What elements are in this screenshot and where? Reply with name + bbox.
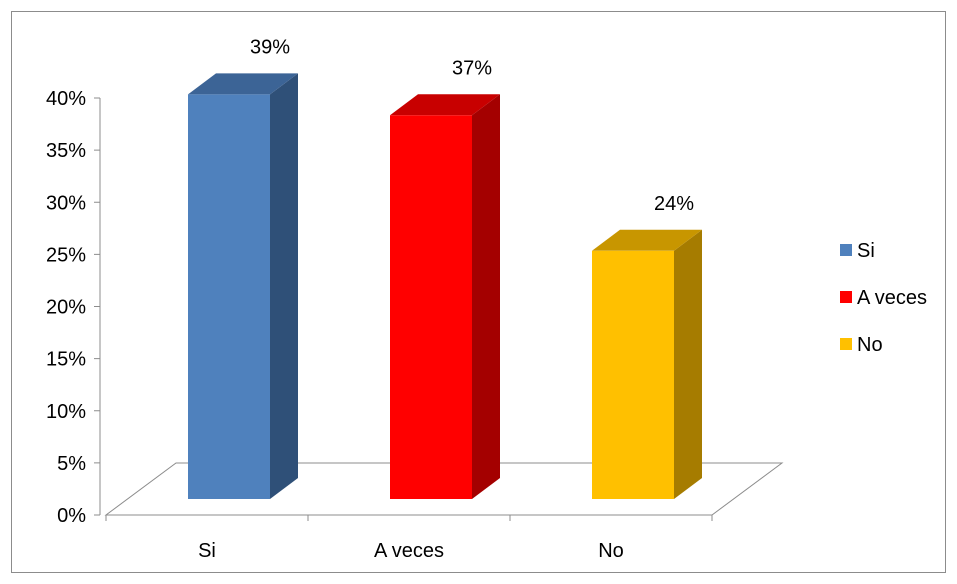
y-tick-label: 20%: [46, 297, 86, 319]
bar-3: [592, 229, 702, 500]
data-label: 24%: [654, 193, 694, 215]
bar-side-face: [674, 229, 702, 500]
x-tick-label: No: [598, 540, 624, 562]
bar-side-face: [472, 94, 500, 500]
bar-front-face: [188, 94, 270, 500]
bar-1: [188, 73, 298, 500]
legend-swatch: [840, 244, 852, 256]
bar-top-face: [592, 229, 702, 251]
y-tick-label: 35%: [46, 140, 86, 162]
data-label: 39%: [250, 36, 290, 58]
y-tick-label: 0%: [57, 505, 86, 527]
x-tick-label: Si: [198, 540, 216, 562]
bar-side-face: [270, 73, 298, 500]
bar-front-face: [592, 250, 674, 499]
y-tick-label: 40%: [46, 88, 86, 110]
data-label: 37%: [452, 57, 492, 79]
bar-2: [390, 94, 500, 500]
legend-label: A veces: [857, 287, 927, 309]
bar-top-face: [188, 73, 298, 95]
legend-label: Si: [857, 240, 875, 262]
legend-label: No: [857, 334, 883, 356]
y-tick-label: 5%: [57, 453, 86, 475]
bar-top-face: [390, 94, 500, 116]
x-tick-label: A veces: [374, 540, 444, 562]
y-tick-label: 10%: [46, 401, 86, 423]
bar-front-face: [390, 115, 472, 500]
legend-swatch: [840, 338, 852, 350]
legend-swatch: [840, 291, 852, 303]
y-tick-label: 30%: [46, 192, 86, 214]
y-tick-label: 15%: [46, 349, 86, 371]
y-tick-label: 25%: [46, 244, 86, 266]
